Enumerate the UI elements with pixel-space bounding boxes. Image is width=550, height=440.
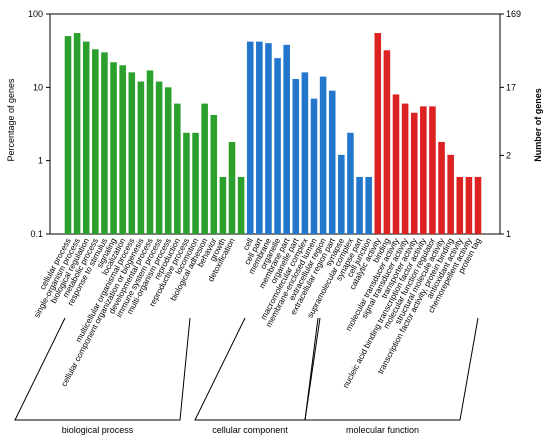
bar xyxy=(64,36,72,235)
bar xyxy=(328,90,336,235)
bar xyxy=(447,154,454,234)
right-tick-label: 17 xyxy=(506,82,516,92)
bar xyxy=(310,98,318,234)
bar xyxy=(438,141,445,234)
bar xyxy=(283,44,290,234)
bar xyxy=(146,70,154,234)
left-tick-label: 100 xyxy=(28,9,43,19)
bar xyxy=(465,176,473,234)
bar xyxy=(174,103,181,235)
bar xyxy=(356,176,363,234)
bar xyxy=(192,132,199,234)
left-y-axis: 100 10 1 0.1 xyxy=(28,9,50,239)
bar xyxy=(429,106,436,234)
bar xyxy=(201,103,208,235)
left-tick-label: 0.1 xyxy=(30,229,43,239)
group-bracket xyxy=(14,317,191,421)
group-brackets: biological process cellular component mole… xyxy=(14,317,479,435)
right-tick-label: 2 xyxy=(506,150,511,160)
bar xyxy=(374,33,382,234)
bar xyxy=(256,41,263,234)
bar xyxy=(410,112,418,234)
bar xyxy=(73,33,81,234)
group-bracket xyxy=(194,317,321,421)
bar xyxy=(456,176,464,234)
bar xyxy=(383,50,391,234)
bar xyxy=(338,154,345,234)
bar xyxy=(110,62,117,234)
bar xyxy=(474,176,482,234)
group-bracket xyxy=(304,317,479,421)
left-axis-title: Percentage of genes xyxy=(6,78,16,162)
group-label: biological process xyxy=(62,425,134,435)
bar xyxy=(128,72,136,234)
bar xyxy=(274,58,281,235)
left-tick-label: 1 xyxy=(38,156,43,166)
bar xyxy=(164,87,172,234)
bars-layer xyxy=(64,33,482,235)
bar xyxy=(319,76,327,234)
bar xyxy=(137,81,145,235)
bar xyxy=(228,141,236,234)
right-tick-label: 169 xyxy=(506,9,521,19)
bar xyxy=(265,43,272,234)
group-label: molecular function xyxy=(346,425,419,435)
bar xyxy=(392,94,400,235)
bar xyxy=(183,132,190,234)
bar xyxy=(92,49,99,235)
right-y-axis: 169 17 2 1 xyxy=(500,9,521,239)
right-tick-label: 1 xyxy=(506,229,511,239)
bar xyxy=(292,78,300,235)
right-axis-title: Number of genes xyxy=(533,88,543,162)
bar xyxy=(246,41,254,234)
group-label: cellular component xyxy=(212,425,288,435)
bar xyxy=(155,81,163,235)
bar xyxy=(119,65,126,234)
bar xyxy=(401,103,409,235)
left-tick-label: 10 xyxy=(33,82,43,92)
bar xyxy=(347,132,354,234)
bar xyxy=(420,106,427,234)
bar xyxy=(237,176,245,234)
bar xyxy=(365,176,372,234)
bar xyxy=(101,52,108,235)
bar xyxy=(82,41,90,234)
bar xyxy=(301,72,309,234)
bar xyxy=(219,176,227,234)
bar xyxy=(210,114,218,234)
